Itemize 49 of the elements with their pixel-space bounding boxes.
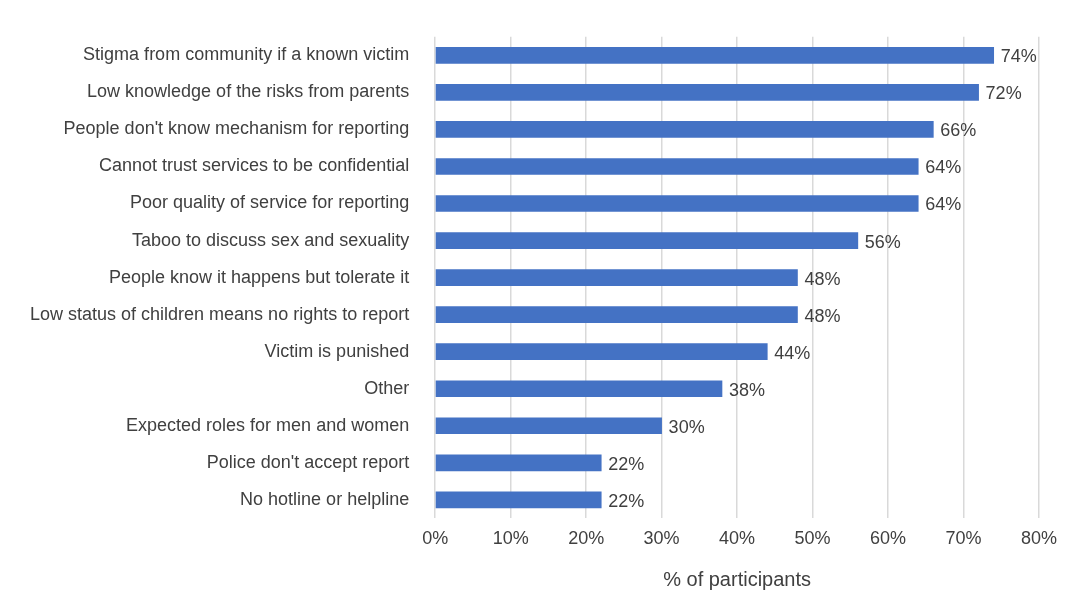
x-tick-label: 30% xyxy=(643,528,680,549)
y-tick-label: Taboo to discuss sex and sexuality xyxy=(132,229,410,250)
bar xyxy=(435,195,919,212)
x-tick-label: 20% xyxy=(568,528,605,549)
data-label: 74% xyxy=(1000,46,1037,67)
x-tick-label: 70% xyxy=(945,528,982,549)
x-tick-label: 10% xyxy=(492,528,529,549)
data-label: 22% xyxy=(608,453,645,474)
x-axis-title: % of participants xyxy=(663,567,812,590)
bar xyxy=(435,269,798,286)
bar xyxy=(435,46,995,64)
data-label: 56% xyxy=(864,231,901,252)
y-tick-label: No hotline or helpline xyxy=(240,488,410,509)
y-tick-label: Expected roles for men and women xyxy=(126,414,410,435)
data-label: 64% xyxy=(925,194,962,215)
bar xyxy=(435,121,934,138)
bar xyxy=(435,343,768,361)
y-tick-label: Low knowledge of the risks from parents xyxy=(87,81,410,102)
bar xyxy=(435,84,979,101)
y-tick-label: People know it happens but tolerate it xyxy=(108,266,410,287)
x-tick-label: 60% xyxy=(870,528,907,549)
bar xyxy=(435,380,723,398)
data-label: 66% xyxy=(940,120,977,141)
bar xyxy=(435,454,602,472)
data-label: 22% xyxy=(608,490,645,511)
y-tick-label: Victim is punished xyxy=(264,340,410,361)
x-tick-label: 0% xyxy=(422,528,449,549)
y-tick-label: Low status of children means no rights to report xyxy=(29,303,410,324)
y-tick-label: Stigma from community if a known victim xyxy=(83,44,410,65)
y-tick-label: Other xyxy=(364,377,410,398)
data-label: 48% xyxy=(804,268,841,289)
data-label: 30% xyxy=(668,416,705,437)
x-tick-label: 80% xyxy=(1020,528,1057,549)
bar xyxy=(435,417,662,435)
bar xyxy=(435,232,859,249)
y-tick-label: Poor quality of service for reporting xyxy=(130,192,410,213)
x-tick-label: 50% xyxy=(794,528,831,549)
bar xyxy=(435,158,919,175)
data-label: 38% xyxy=(729,379,766,400)
data-label: 44% xyxy=(774,342,811,363)
y-tick-label: People don't know mechanism for reporting xyxy=(63,118,410,139)
y-tick-label: Police don't accept report xyxy=(206,451,410,472)
x-tick-label: 40% xyxy=(719,528,756,549)
bar xyxy=(435,306,798,323)
bar xyxy=(435,491,602,509)
data-label: 48% xyxy=(804,305,841,326)
data-label: 64% xyxy=(925,157,962,178)
data-label: 72% xyxy=(985,83,1022,104)
y-tick-label: Cannot trust services to be confidential xyxy=(99,155,410,176)
